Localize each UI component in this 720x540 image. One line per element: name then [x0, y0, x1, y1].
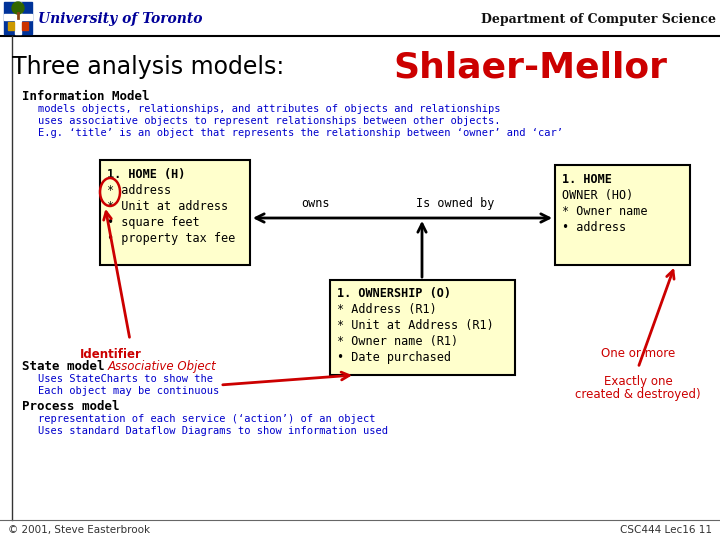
Text: Shlaer-Mellor: Shlaer-Mellor [393, 50, 667, 84]
Text: Three analysis models:: Three analysis models: [12, 55, 284, 79]
Text: owns: owns [301, 197, 329, 210]
Text: Uses StateCharts to show the: Uses StateCharts to show the [38, 374, 213, 384]
Text: University of Toronto: University of Toronto [38, 12, 202, 26]
Text: One or more: One or more [601, 347, 675, 360]
Text: * Unit at address: * Unit at address [107, 200, 228, 213]
Text: • property tax fee: • property tax fee [107, 232, 235, 245]
Text: E.g. ‘title’ is an object that represents the relationship between ‘owner’ and ‘: E.g. ‘title’ is an object that represent… [38, 128, 563, 138]
Circle shape [12, 2, 24, 14]
Text: Identifier: Identifier [80, 348, 142, 361]
Bar [22, 22, 28, 30]
Text: • Date purchased: • Date purchased [337, 351, 451, 364]
Text: representation of each service (‘action’) of an object: representation of each service (‘action’… [38, 414, 376, 424]
Text: Uses standard Dataflow Diagrams to show information used: Uses standard Dataflow Diagrams to show … [38, 426, 388, 436]
Text: * Owner name (R1): * Owner name (R1) [337, 335, 458, 348]
Text: OWNER (HO): OWNER (HO) [562, 189, 634, 202]
Text: State model: State model [22, 360, 104, 373]
Text: 1. HOME (H): 1. HOME (H) [107, 168, 185, 181]
Text: models objects, relationships, and attributes of objects and relationships: models objects, relationships, and attri… [38, 104, 500, 114]
Bar [0, 0, 720, 36]
Text: * address: * address [107, 184, 171, 197]
Text: Associative Object: Associative Object [108, 360, 217, 373]
Text: Is owned by: Is owned by [416, 197, 494, 210]
Text: • square feet: • square feet [107, 216, 199, 229]
Bar [4, 14, 32, 20]
Text: Each object may be continuous: Each object may be continuous [38, 386, 220, 396]
Bar [8, 22, 14, 30]
Text: created & destroyed): created & destroyed) [575, 388, 701, 401]
Text: © 2001, Steve Easterbrook: © 2001, Steve Easterbrook [8, 525, 150, 535]
Text: CSC444 Lec16 11: CSC444 Lec16 11 [620, 525, 712, 535]
Bar [15, 2, 21, 34]
Text: 1. OWNERSHIP (O): 1. OWNERSHIP (O) [337, 287, 451, 300]
Text: Process model: Process model [22, 400, 120, 413]
Text: uses associative objects to represent relationships between other objects.: uses associative objects to represent re… [38, 116, 500, 126]
Bar [100, 160, 250, 265]
Text: * Address (R1): * Address (R1) [337, 303, 437, 316]
Text: * Unit at Address (R1): * Unit at Address (R1) [337, 319, 494, 332]
Bar [555, 165, 690, 265]
Text: Department of Computer Science: Department of Computer Science [481, 12, 716, 25]
Text: • address: • address [562, 221, 626, 234]
Text: 1. HOME: 1. HOME [562, 173, 612, 186]
Text: Exactly one: Exactly one [603, 375, 672, 388]
Text: * Owner name: * Owner name [562, 205, 647, 218]
Bar [4, 2, 32, 34]
Text: Information Model: Information Model [22, 90, 150, 103]
Bar [330, 280, 515, 375]
